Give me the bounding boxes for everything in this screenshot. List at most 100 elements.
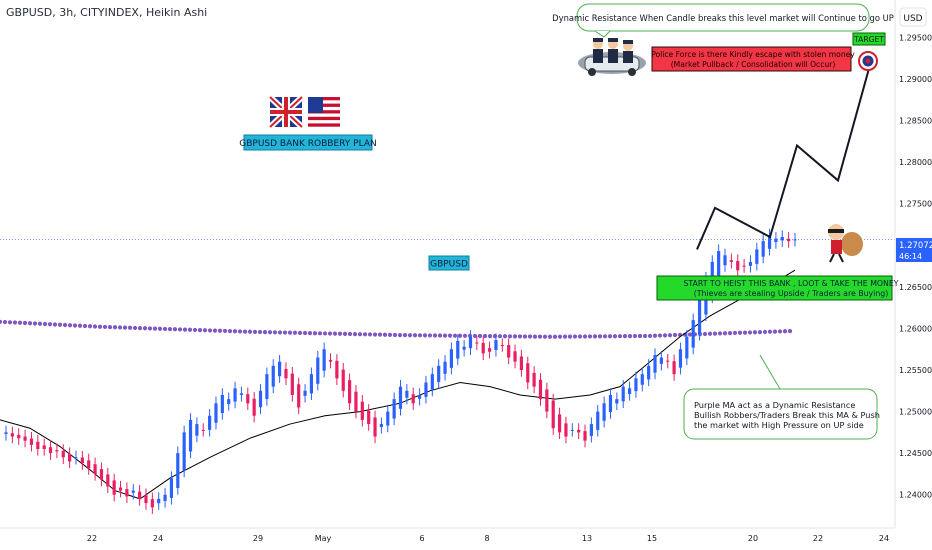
purple-ma-dot <box>537 334 543 339</box>
purple-ma-dot <box>7 320 13 325</box>
candle-body <box>10 433 14 437</box>
candle-body <box>157 498 161 504</box>
time-tick-label: 6 <box>419 534 424 543</box>
purple-ma-dot <box>0 319 3 324</box>
purple-ma-dot <box>292 330 298 335</box>
candle-body <box>589 424 593 436</box>
price-tick-label: 1.27500 <box>899 200 932 209</box>
candle-body <box>615 399 619 404</box>
candle-body <box>519 356 523 371</box>
symbol-label-box <box>428 255 470 271</box>
candle-body <box>112 480 116 495</box>
candle-body <box>481 342 485 354</box>
purple-ma-dot <box>262 329 268 335</box>
candle-body <box>398 386 403 409</box>
purple-ma-dot <box>767 329 773 334</box>
purple-ma-dot <box>257 329 263 335</box>
candle-body <box>29 438 34 445</box>
purple-ma-dot <box>282 330 288 335</box>
purple-ma-dot <box>307 330 313 336</box>
purple-ma-dot <box>112 325 118 330</box>
candle-body <box>386 411 390 426</box>
purple-ma-dot <box>512 334 518 339</box>
purple-ma-dot <box>547 334 553 339</box>
purple-ma-dot <box>152 326 158 331</box>
purple-ma-dot <box>302 330 308 336</box>
purple-ma-dot <box>267 330 273 335</box>
purple-ma-dot <box>412 333 418 338</box>
purple-ma-dot <box>87 324 93 329</box>
candle-body <box>347 380 352 404</box>
candle-body <box>284 368 288 379</box>
purple-ma-dot <box>172 327 178 332</box>
purple-moving-average <box>0 319 793 339</box>
purple-ma-dot <box>372 332 378 337</box>
purple-ma-dot <box>507 334 513 339</box>
candle-body <box>634 378 638 392</box>
candle-body <box>621 386 625 402</box>
candle-body <box>417 394 422 399</box>
police-note-line1: Police Force is there Kindly escape with… <box>651 50 855 59</box>
purple-ma-dot <box>622 334 628 339</box>
purple-ma-dot <box>367 332 373 337</box>
purple-ma-dot <box>167 327 173 332</box>
candle-body <box>99 469 104 480</box>
purple-ma-dot <box>22 320 28 326</box>
candle-body <box>449 349 454 368</box>
purple-ma-dot <box>2 319 8 325</box>
candle-body <box>411 394 415 404</box>
purple-ma-dot <box>92 324 98 329</box>
candle-body <box>405 390 409 398</box>
candle-body <box>42 445 46 450</box>
candle-body <box>456 340 460 359</box>
candle-body <box>106 474 110 487</box>
black-moving-average <box>0 269 796 500</box>
purple-ma-dot <box>397 332 403 338</box>
candle-body <box>138 491 142 499</box>
candle-body <box>424 382 428 397</box>
candle-body <box>246 394 250 404</box>
purple-ma-dot <box>687 332 693 337</box>
candle-body <box>125 489 129 497</box>
candle-body <box>227 399 231 405</box>
purple-ma-dot <box>447 333 453 338</box>
purple-ma-dot <box>707 331 713 336</box>
candle-body <box>761 241 765 257</box>
candle-body <box>341 369 345 391</box>
purple-ma-dot <box>272 330 278 335</box>
purple-ma-dot <box>757 329 763 335</box>
purple-ma-dot <box>702 331 708 337</box>
candle-body <box>322 349 326 371</box>
purple-ma-dot <box>377 332 383 337</box>
candle-body <box>767 235 772 249</box>
time-tick-label: 24 <box>879 534 889 543</box>
purple-ma-dot <box>222 328 228 334</box>
candle-body <box>697 295 702 334</box>
candle-body <box>328 359 333 362</box>
purple-ma-dot <box>602 334 608 339</box>
purple-ma-dot <box>347 331 353 337</box>
price-tag-countdown: 46:14 <box>899 252 922 261</box>
purple-ma-dot <box>627 333 633 339</box>
purple-ma-dot <box>487 333 493 339</box>
purple-ma-dot <box>587 334 593 339</box>
candle-body <box>48 447 53 454</box>
target-icon <box>858 51 878 71</box>
candle-body <box>297 384 301 408</box>
candle-body <box>780 236 784 241</box>
candle-body <box>55 450 59 452</box>
police-note-line2: (Market Pullback / Consolidation will Oc… <box>671 60 836 69</box>
candle-body <box>729 260 733 262</box>
candle-body <box>316 357 320 384</box>
purple-ma-dot <box>217 328 223 333</box>
candle-body <box>169 478 174 498</box>
purple-ma-dot <box>482 333 488 339</box>
purple-ma-dot <box>432 333 438 338</box>
purple-ma-dot <box>122 325 128 330</box>
purple-ma-dot <box>722 331 728 336</box>
purple-ma-dot <box>17 320 23 325</box>
purple-ma-dot <box>762 329 768 335</box>
currency-button[interactable] <box>899 7 927 27</box>
candle-body <box>430 374 434 390</box>
